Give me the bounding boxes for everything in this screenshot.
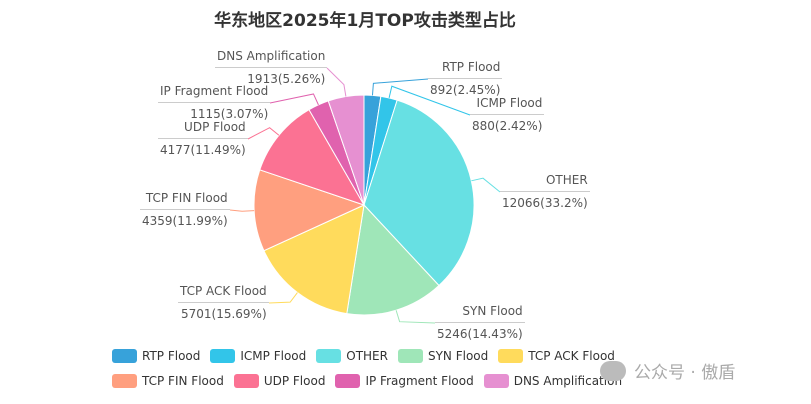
legend-swatch	[112, 374, 137, 388]
legend-swatch	[210, 349, 236, 363]
slice-label-name: ICMP Flood	[470, 96, 545, 115]
slice-label-name: TCP ACK Flood	[178, 284, 269, 303]
slice-label-name: DNS Amplification	[215, 49, 328, 68]
legend-label: TCP FIN Flood	[142, 374, 224, 388]
slice-label-value: 4177(11.49%)	[160, 143, 246, 157]
pie-slice-2[interactable]	[363, 99, 475, 287]
watermark: 公众号 · 傲盾	[600, 358, 735, 383]
leader-line	[326, 67, 347, 97]
slice-label-value: 5246(14.43%)	[437, 327, 523, 341]
pie-slice-4[interactable]	[263, 204, 365, 315]
legend-label: RTP Flood	[142, 349, 201, 363]
legend-swatch	[397, 349, 423, 363]
slice-label: TCP FIN Flood 4359(11.99%)	[140, 191, 230, 228]
legend-swatch	[316, 349, 342, 363]
legend-swatch	[233, 374, 259, 388]
leader-line	[229, 209, 255, 212]
legend-item[interactable]: IP Fragment Flood	[335, 374, 474, 388]
leader-line	[268, 292, 298, 304]
slice-label: OTHER 12066(33.2%)	[500, 173, 590, 210]
slice-label: IP Fragment Flood 1115(3.07%)	[158, 84, 271, 121]
slice-label-value: 892(2.45%)	[430, 83, 501, 97]
legend-item[interactable]: ICMP Flood	[210, 349, 306, 363]
legend-swatch	[483, 374, 509, 388]
legend-item[interactable]: OTHER	[316, 349, 388, 363]
legend-swatch	[112, 349, 137, 363]
leader-line	[388, 85, 471, 116]
legend-label: TCP ACK Flood	[528, 349, 615, 363]
leader-line	[471, 177, 501, 193]
chart-title: 华东地区2025年1月TOP攻击类型占比	[214, 11, 516, 31]
slice-label: RTP Flood 892(2.45%)	[428, 60, 503, 97]
slice-label-name: UDP Flood	[158, 120, 248, 139]
legend-item[interactable]: TCP FIN Flood	[112, 374, 224, 388]
pie-slice-3[interactable]	[346, 203, 440, 316]
slice-label-name: TCP FIN Flood	[140, 191, 230, 210]
leader-line	[269, 93, 319, 106]
slice-label: TCP ACK Flood 5701(15.69%)	[178, 284, 269, 321]
legend-item[interactable]: UDP Flood	[233, 374, 326, 388]
slice-label-value: 4359(11.99%)	[142, 214, 228, 228]
slice-label: ICMP Flood 880(2.42%)	[470, 96, 545, 133]
legend-item[interactable]: DNS Amplification	[483, 374, 623, 388]
leader-line	[371, 78, 429, 96]
legend-swatch	[498, 349, 524, 363]
slice-label: UDP Flood 4177(11.49%)	[158, 120, 248, 157]
legend-label: SYN Flood	[427, 349, 489, 363]
slice-label-value: 880(2.42%)	[472, 119, 543, 133]
legend-label: DNS Amplification	[513, 374, 623, 388]
legend-item[interactable]: SYN Flood	[397, 349, 489, 363]
slice-label: SYN Flood 5246(14.43%)	[435, 304, 525, 341]
legend-label: IP Fragment Flood	[365, 374, 474, 388]
slice-label-value: 12066(33.2%)	[502, 196, 588, 210]
slice-label-name: SYN Flood	[435, 304, 525, 323]
legend-item[interactable]: RTP Flood	[112, 349, 200, 363]
slice-label-value: 5701(15.69%)	[180, 307, 267, 321]
slice-label: DNS Amplification 1913(5.26%)	[215, 49, 328, 86]
legend-label: UDP Flood	[263, 374, 326, 388]
legend-item[interactable]: TCP ACK Flood	[498, 349, 615, 363]
slice-label-name: RTP Flood	[428, 60, 503, 79]
legend-label: OTHER	[346, 349, 388, 363]
pie-slice-8[interactable]	[327, 94, 365, 206]
slice-label-name: IP Fragment Flood	[158, 84, 271, 103]
legend-swatch	[335, 374, 361, 388]
wechat-icon	[600, 360, 626, 381]
legend-label: ICMP Flood	[240, 349, 307, 363]
leader-line	[247, 127, 280, 140]
slice-label-name: OTHER	[500, 173, 590, 192]
slice-label-value: 1115(3.07%)	[190, 107, 269, 121]
leader-line	[395, 310, 436, 324]
slice-label-value: 1913(5.26%)	[247, 72, 326, 86]
